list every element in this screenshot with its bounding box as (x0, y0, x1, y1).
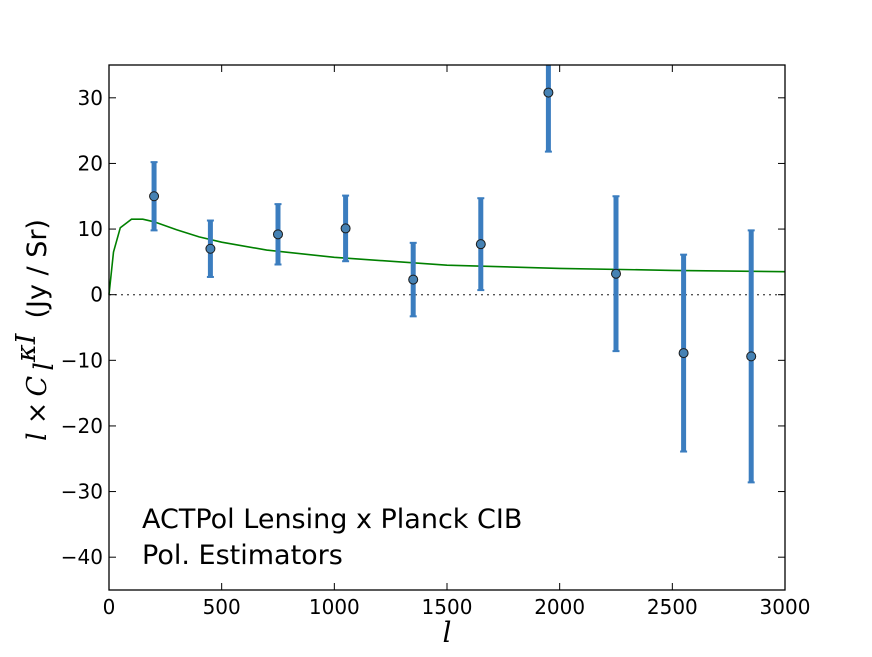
y-label-symbol: C (22, 376, 53, 397)
x-axis-label: l (443, 616, 452, 649)
model-curve (108, 218, 786, 295)
x-tick-label: 1500 (422, 595, 473, 619)
x-tick-label: 3000 (760, 595, 811, 619)
data-point (205, 243, 216, 254)
y-tick-label: −20 (61, 414, 103, 438)
x-tick-label: 500 (203, 595, 241, 619)
y-tick-label: 20 (78, 151, 103, 175)
x-tick-label: 2500 (647, 595, 698, 619)
y-tick-label: 30 (78, 86, 103, 110)
data-point (149, 191, 160, 202)
y-axis-label: l × C l κI (Jy / Sr) (11, 219, 60, 441)
annotation-line-1: ACTPol Lensing x Planck CIB (142, 504, 522, 535)
y-tick-label: 10 (78, 217, 103, 241)
y-label-times: × (22, 402, 53, 425)
data-point (746, 351, 757, 362)
y-label-prefix: l (22, 432, 53, 441)
y-tick-label: −40 (61, 545, 103, 569)
model-curve-layer (108, 218, 786, 295)
data-point (678, 348, 689, 359)
errorbar-group (149, 65, 757, 484)
data-point (408, 274, 419, 285)
data-point (340, 223, 351, 234)
y-tick-label: 0 (90, 283, 103, 307)
y-label-units: (Jy / Sr) (22, 219, 53, 319)
data-point (611, 268, 621, 279)
y-tick-label: −10 (61, 348, 103, 372)
y-label-subscript: l (29, 362, 60, 371)
y-label-superscript: κI (11, 332, 42, 363)
data-points-layer (149, 65, 757, 484)
ticks-layer: 0 500 1000 1500 2000 2500 3000 30 20 10 0 −10 −20 −30… (61, 65, 811, 619)
x-tick-label: 0 (103, 595, 116, 619)
annotation-line-2: Pol. Estimators (142, 540, 343, 571)
data-point (273, 229, 283, 240)
data-point (543, 87, 554, 98)
y-tick-label: −30 (61, 480, 103, 504)
x-tick-label: 1000 (309, 595, 360, 619)
x-tick-label: 2000 (534, 595, 585, 619)
data-point (475, 239, 486, 250)
svg-text:l × C l: l × C l κI (Jy / Sr) (11, 219, 60, 441)
